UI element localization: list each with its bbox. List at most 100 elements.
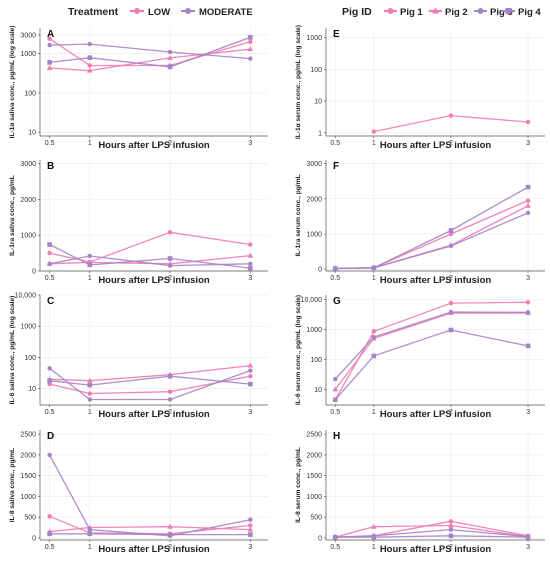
- legend-treatment-moderate: MODERATE: [181, 7, 253, 18]
- x-tick-label: 3: [248, 140, 252, 147]
- legend-pig3-label: Pig 3: [490, 7, 513, 18]
- data-point: [248, 517, 253, 522]
- data-point: [525, 534, 531, 540]
- legend-moderate-marker: [185, 8, 191, 14]
- y-tick-label: 3000: [20, 161, 36, 168]
- data-point: [525, 119, 531, 125]
- data-point: [167, 523, 173, 529]
- series-1: [333, 198, 531, 271]
- y-tick-label: 2500: [306, 432, 322, 439]
- legend-treatment: Treatment LOW MODERATE: [68, 6, 253, 18]
- series-line: [49, 255, 251, 267]
- y-tick-label: 500: [310, 515, 322, 522]
- x-axis-label: Hours after LPS infusion: [380, 275, 492, 286]
- x-tick-label: 0.5: [330, 544, 340, 551]
- panel-letter: D: [47, 431, 54, 442]
- data-point: [47, 250, 52, 256]
- y-axis-label: IL-1ra saliva conc., pg/mL: [9, 175, 16, 256]
- legend-low-label: LOW: [148, 7, 170, 18]
- y-tick-label: 3000: [306, 161, 322, 168]
- series-4: [47, 35, 253, 70]
- y-tick-label: 3000: [20, 32, 36, 39]
- x-axis-label: Hours after LPS infusion: [98, 544, 210, 555]
- data-point: [247, 362, 254, 368]
- legend-moderate-label: MODERATE: [199, 7, 253, 18]
- series-line: [49, 454, 251, 537]
- legend-pig2-label: Pig 2: [445, 7, 468, 18]
- data-point: [371, 265, 377, 271]
- x-tick-label: 2: [168, 544, 172, 551]
- y-tick-label: 1500: [306, 473, 322, 480]
- series-line: [334, 311, 529, 380]
- series-line: [49, 364, 251, 382]
- data-point: [87, 55, 93, 60]
- y-tick-label: 1000: [306, 327, 322, 334]
- legend-pig-3: Pig 3: [474, 7, 513, 18]
- data-point: [448, 300, 454, 306]
- x-tick-label: 1: [372, 140, 376, 147]
- panel-letter: A: [47, 29, 54, 40]
- data-point: [87, 391, 92, 396]
- y-tick-label: 1000: [306, 232, 322, 239]
- data-point: [248, 35, 253, 40]
- x-tick-label: 2: [449, 275, 453, 282]
- y-tick-label: 0: [32, 535, 36, 542]
- legend-pig-title: Pig ID: [342, 6, 372, 18]
- y-tick-label: 2500: [20, 432, 36, 439]
- series-line: [335, 199, 529, 270]
- legend-pig1-marker: [387, 8, 394, 14]
- data-point: [448, 519, 454, 524]
- data-point: [47, 378, 52, 384]
- data-point: [167, 54, 173, 60]
- data-point: [167, 373, 173, 379]
- data-point: [448, 327, 454, 333]
- x-tick-label: 0.5: [45, 409, 55, 416]
- panel-g: 10 100 1000 10,000 0.5 1 2 3 Hours after LPS inf…: [295, 295, 545, 420]
- panel-e: 1 10 100 1000 0.5 1 2 3 Hours after LPS infusion…: [295, 25, 545, 151]
- x-tick-label: 1: [372, 544, 376, 551]
- data-point: [525, 300, 531, 305]
- data-point: [87, 41, 92, 47]
- y-tick-label: 2000: [306, 452, 322, 459]
- data-point: [47, 531, 52, 537]
- x-tick-label: 2: [449, 544, 453, 551]
- data-point: [247, 526, 254, 532]
- series-3: [47, 366, 253, 402]
- x-tick-label: 3: [248, 544, 252, 551]
- y-tick-label: 1000: [306, 494, 322, 501]
- x-axis-label: Hours after LPS infusion: [98, 409, 210, 420]
- data-point: [248, 56, 253, 61]
- series-line: [49, 375, 251, 386]
- panel-letter: E: [333, 29, 340, 40]
- y-tick-label: 10,000: [15, 293, 37, 300]
- data-point: [47, 381, 52, 387]
- panel-letter: B: [47, 161, 54, 172]
- data-point: [448, 533, 454, 539]
- data-point: [448, 113, 454, 118]
- y-tick-label: 10: [314, 99, 322, 106]
- x-tick-label: 3: [248, 409, 252, 416]
- data-point: [332, 397, 338, 403]
- data-point: [525, 210, 531, 216]
- series-line: [49, 533, 251, 536]
- data-point: [448, 231, 454, 237]
- data-point: [167, 532, 173, 537]
- data-point: [448, 527, 454, 532]
- panel-letter: H: [333, 431, 340, 442]
- y-tick-label: 0: [318, 535, 322, 542]
- panel-f: 0 1000 2000 3000 0.5 1 2 3 Hours after LPS infus…: [295, 160, 545, 286]
- y-tick-label: 1000: [20, 51, 36, 58]
- y-axis-label: IL-1α serum conc., pg/mL (log scale): [295, 25, 302, 139]
- y-tick-label: 500: [24, 515, 36, 522]
- series-line: [49, 36, 251, 68]
- x-tick-label: 0.5: [330, 275, 340, 282]
- series-line: [49, 254, 251, 265]
- series-line: [334, 301, 529, 401]
- x-axis-label: Hours after LPS infusion: [380, 544, 492, 555]
- data-point: [87, 262, 93, 268]
- series-4: [332, 184, 531, 271]
- y-tick-label: 1: [318, 130, 322, 137]
- x-tick-label: 3: [526, 544, 530, 551]
- data-point: [248, 381, 253, 387]
